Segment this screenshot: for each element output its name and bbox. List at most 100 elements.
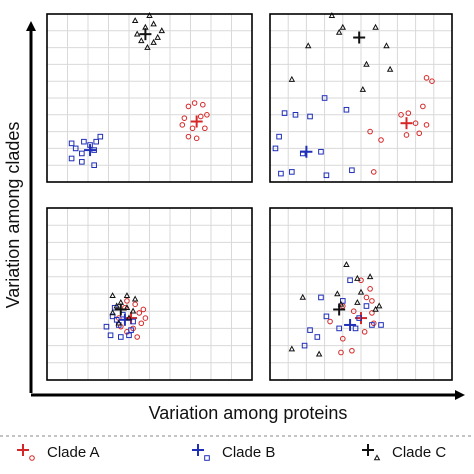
- data-point: [327, 318, 333, 325]
- data-point: [354, 298, 361, 305]
- data-point: [158, 27, 166, 34]
- data-point: [318, 294, 324, 301]
- data-point: [140, 306, 147, 313]
- panel-top-right: [269, 12, 453, 183]
- data-point: [429, 78, 435, 84]
- data-point: [350, 308, 357, 315]
- panel-frame: [46, 13, 253, 183]
- data-point: [133, 30, 141, 37]
- data-point: [200, 101, 206, 108]
- data-point: [288, 345, 296, 352]
- data-point: [107, 332, 114, 339]
- data-point: [334, 290, 341, 297]
- data-point: [405, 110, 412, 116]
- data-point: [130, 318, 136, 325]
- data-point: [91, 162, 97, 168]
- data-point: [335, 28, 343, 35]
- gridlines: [270, 208, 452, 380]
- data-point: [321, 95, 328, 101]
- gridlines: [47, 14, 252, 182]
- data-point: [416, 130, 423, 137]
- data-point: [115, 319, 122, 326]
- legend-item-clade-a: Clade A: [17, 444, 100, 461]
- data-point: [299, 293, 307, 300]
- data-point: [307, 113, 313, 120]
- data-point: [369, 322, 375, 328]
- series-clade-c: [109, 292, 139, 326]
- data-point: [383, 42, 390, 49]
- data-point: [370, 169, 377, 175]
- data-point: [343, 106, 350, 113]
- data-point: [336, 325, 342, 332]
- legend-point-marker: [373, 454, 381, 461]
- x-axis: Variation among proteins: [31, 390, 465, 423]
- series-clade-c: [288, 261, 383, 357]
- data-point: [189, 125, 196, 132]
- data-point: [146, 12, 153, 18]
- data-point: [278, 170, 284, 177]
- series-clade-b: [272, 95, 355, 179]
- data-point: [136, 310, 143, 316]
- data-point: [202, 125, 208, 132]
- data-point: [372, 305, 379, 312]
- data-point: [338, 349, 344, 356]
- data-point: [378, 137, 384, 143]
- data-point: [304, 42, 312, 49]
- data-point: [126, 332, 132, 339]
- data-point: [288, 75, 296, 82]
- data-point: [292, 112, 299, 118]
- data-point: [398, 112, 404, 118]
- data-point: [314, 334, 321, 340]
- data-point: [323, 313, 330, 320]
- data-point: [138, 37, 145, 44]
- data-point: [340, 298, 346, 304]
- y-axis: Variation among clades: [3, 21, 36, 393]
- centroid-marker: [300, 145, 313, 158]
- data-point: [93, 138, 100, 145]
- data-point: [276, 133, 282, 140]
- data-point: [144, 43, 151, 50]
- data-point: [307, 327, 313, 333]
- data-point: [79, 159, 85, 165]
- data-point: [109, 292, 116, 299]
- series-clade-b: [68, 133, 104, 168]
- data-point: [123, 304, 131, 311]
- data-point: [72, 145, 79, 152]
- data-point: [357, 288, 365, 295]
- legend-point-marker: [29, 455, 35, 461]
- data-point: [185, 133, 192, 140]
- panel-top-left: [46, 12, 253, 183]
- centroid-marker: [190, 115, 203, 128]
- legend-centroid-marker: [17, 444, 29, 456]
- data-point: [375, 302, 383, 309]
- data-point: [356, 315, 362, 321]
- legend-point-marker: [204, 455, 210, 461]
- data-point: [323, 172, 330, 179]
- panel-bottom-right: [269, 207, 453, 381]
- data-point: [343, 261, 350, 268]
- data-point: [79, 150, 85, 157]
- legend-item-clade-c: Clade C: [362, 444, 446, 461]
- data-point: [369, 298, 375, 304]
- data-point: [420, 103, 426, 110]
- data-point: [386, 65, 394, 72]
- data-point: [154, 33, 161, 40]
- data-point: [81, 138, 87, 145]
- data-point: [132, 301, 138, 308]
- data-point: [363, 60, 370, 67]
- data-point: [204, 112, 210, 118]
- data-point: [363, 303, 370, 309]
- series-clade-c: [288, 12, 394, 92]
- data-point: [378, 322, 384, 328]
- data-point: [150, 38, 157, 45]
- panel-frame: [269, 207, 453, 381]
- data-point: [403, 132, 410, 138]
- data-point: [193, 135, 200, 142]
- data-point: [318, 148, 324, 155]
- data-point: [103, 323, 110, 330]
- data-point: [124, 298, 130, 304]
- legend-centroid-marker: [362, 444, 374, 456]
- y-axis-label: Variation among clades: [3, 122, 23, 309]
- data-point: [301, 342, 308, 349]
